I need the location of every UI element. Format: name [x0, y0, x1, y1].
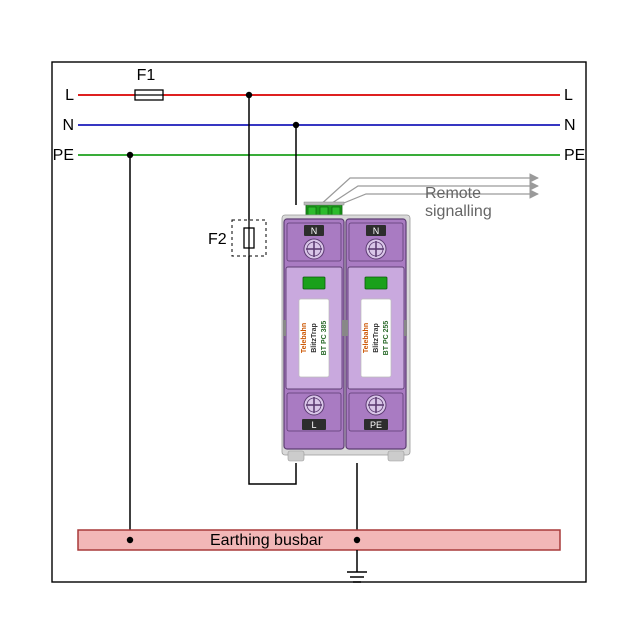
mod-top-label: N [373, 226, 380, 236]
spd-device: NTelebahnBlitzTrapBT PC 385LNTelebahnBli… [282, 202, 410, 461]
series: BlitzTrap [373, 323, 380, 353]
label-PE-right: PE [564, 147, 585, 164]
junction-dot [127, 537, 133, 543]
fuse-f2-label: F2 [208, 231, 227, 248]
busbar-label: Earthing busbar [210, 532, 324, 549]
brand: Telebahn [363, 323, 370, 353]
mod-bot-label: L [311, 420, 316, 430]
label-PE-left: PE [53, 147, 74, 164]
remote-label-1: signalling [425, 203, 492, 220]
indicator-window [365, 277, 387, 289]
label-N-left: N [62, 117, 74, 134]
mod-top-label: N [311, 226, 318, 236]
spd-module-0: N TelebahnBlitzTrapBT PC 385 L [283, 219, 345, 449]
indicator-window [303, 277, 325, 289]
label-N-right: N [564, 117, 576, 134]
label-L-left: L [65, 87, 74, 104]
brand: Telebahn [301, 323, 308, 353]
junction-dot [354, 537, 360, 543]
mod-bot-label: PE [370, 420, 382, 430]
fuse-f1-label: F1 [137, 67, 156, 84]
spd-module-1: N TelebahnBlitzTrapBT PC 255 PE [345, 219, 407, 449]
label-L-right: L [564, 87, 573, 104]
remote-label-0: Remote [425, 185, 481, 202]
model: BT PC 255 [383, 321, 390, 356]
series: BlitzTrap [311, 323, 318, 353]
model: BT PC 385 [321, 321, 328, 356]
